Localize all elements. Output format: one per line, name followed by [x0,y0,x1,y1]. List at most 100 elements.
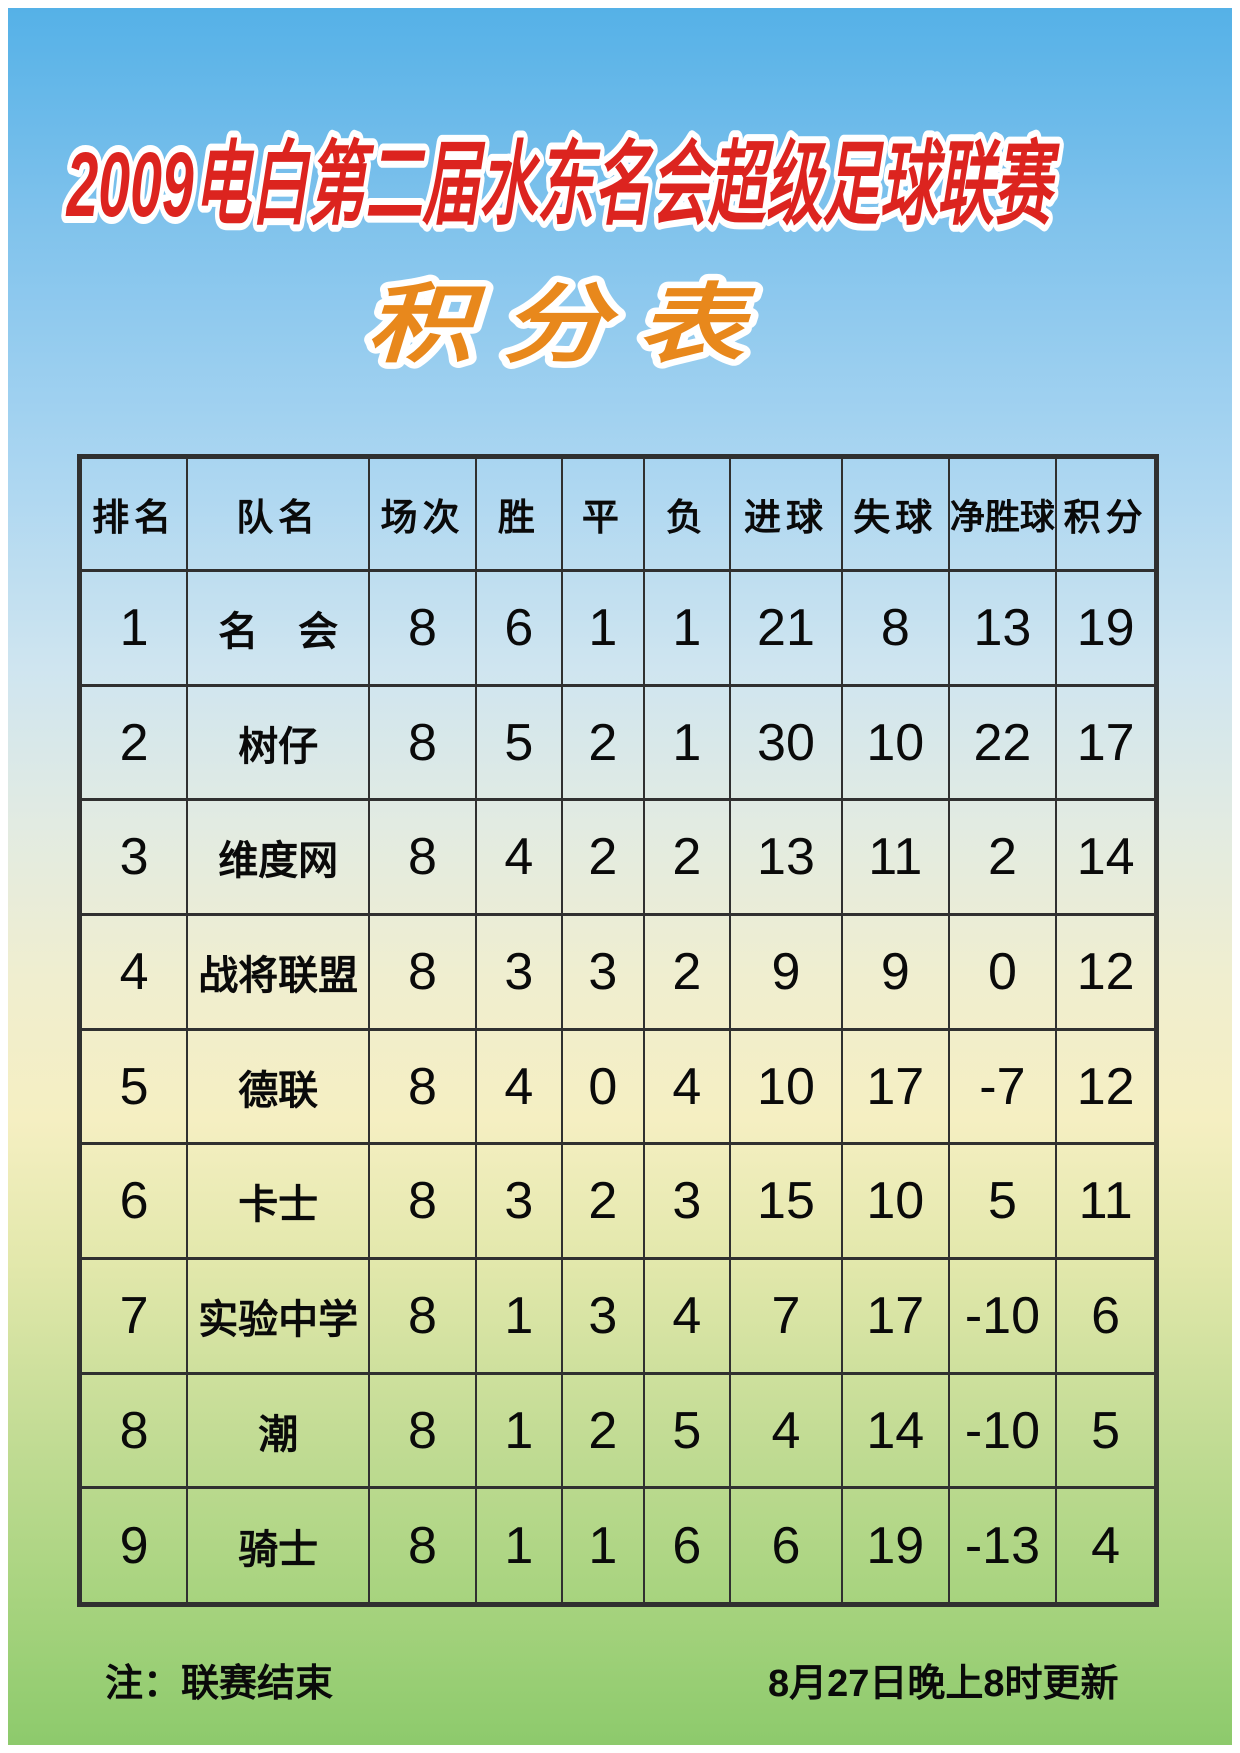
team-name-cell: 潮 [186,1371,371,1490]
stat-cell: 3 [474,913,563,1031]
stat-cell: 5 [947,1142,1058,1261]
team-name-cell: 名 会 [186,569,371,687]
stat-cell: 8 [368,1142,477,1261]
stat-cell: 9 [78,1486,189,1606]
stat-cell: 0 [560,1027,645,1146]
stat-cell: -10 [947,1371,1058,1490]
column-header: 负 [642,455,731,572]
team-name-cell: 维度网 [186,798,371,917]
column-header: 胜 [474,455,563,572]
stat-cell: 1 [474,1257,563,1375]
stat-cell: 3 [474,1142,563,1261]
standings-header: 排名 队名 场次胜平负进球 失球 净胜球 积分 [78,455,1158,572]
team-name-cell: 卡士 [186,1142,371,1261]
table-row: 9 骑士 8 1 1 6 6 19 -13 4 [78,1486,1158,1606]
stat-cell: 4 [474,798,563,917]
stat-cell: 8 [368,1027,477,1146]
stat-cell: 21 [728,569,843,687]
column-header: 积分 [1055,455,1158,572]
stat-cell: -10 [947,1257,1058,1375]
stat-cell: 17 [840,1027,950,1146]
stat-cell: 17 [1055,683,1158,802]
stat-cell: 8 [840,569,950,687]
team-name-cell: 德联 [186,1027,371,1146]
stat-cell: 3 [78,798,189,917]
stat-cell: 4 [642,1027,731,1146]
stat-cell: 1 [642,683,731,802]
table-row: 2 树仔 8 5 2 1 30 10 22 17 [78,683,1158,802]
stat-cell: 1 [560,1486,645,1606]
column-header: 进球 [728,455,843,572]
column-header: 平 [560,455,645,572]
stat-cell: 1 [474,1371,563,1490]
stat-cell: 6 [1055,1257,1158,1375]
stat-cell: 5 [642,1371,731,1490]
stat-cell: 2 [560,1371,645,1490]
stat-cell: 6 [78,1142,189,1261]
stat-cell: 5 [78,1027,189,1146]
stat-cell: 5 [474,683,563,802]
stat-cell: 0 [947,913,1058,1031]
stat-cell: 22 [947,683,1058,802]
stat-cell: 30 [728,683,843,802]
stat-cell: 4 [642,1257,731,1375]
poster-background: 2009电白第二届水东名会超级足球联赛 积 分 表 排名 队名 场次胜平负进球 失球净… [8,8,1232,1745]
poster-title: 2009电白第二届水东名会超级足球联赛 [65,134,1060,236]
stat-cell: 7 [728,1257,843,1375]
team-name-cell: 骑士 [186,1486,371,1606]
stat-cell: 8 [78,1371,189,1490]
stat-cell: 6 [728,1486,843,1606]
stat-cell: 13 [728,798,843,917]
stat-cell: 5 [1055,1371,1158,1490]
stat-cell: 1 [560,569,645,687]
stat-cell: 12 [1055,913,1158,1031]
stat-cell: 10 [840,683,950,802]
stat-cell: -7 [947,1027,1058,1146]
stat-cell: 9 [728,913,843,1031]
stat-cell: 2 [560,798,645,917]
table-row: 8 潮 8 1 2 5 4 14 -10 5 [78,1371,1158,1490]
column-header: 场次 [368,455,477,572]
poster-title-graphic: 2009电白第二届水东名会超级足球联赛 [58,127,1067,243]
team-name-cell: 树仔 [186,683,371,802]
stat-cell: 4 [78,913,189,1031]
stat-cell: 1 [78,569,189,687]
stat-cell: -13 [947,1486,1058,1606]
stat-cell: 19 [840,1486,950,1606]
stat-cell: 6 [474,569,563,687]
stat-cell: 7 [78,1257,189,1375]
stat-cell: 3 [642,1142,731,1261]
stat-cell: 4 [474,1027,563,1146]
column-header: 净胜球 [947,455,1058,572]
stat-cell: 3 [560,913,645,1031]
stat-cell: 2 [947,798,1058,917]
poster-subtitle-graphic: 积 分 表 [360,271,763,380]
stat-cell: 2 [560,1142,645,1261]
team-name-cell: 实验中学 [186,1257,371,1375]
stat-cell: 15 [728,1142,843,1261]
stat-cell: 19 [1055,569,1158,687]
stat-cell: 2 [560,683,645,802]
league-status-note: 注：联赛结束 [105,1663,334,1705]
stat-cell: 13 [947,569,1058,687]
stat-cell: 11 [1055,1142,1158,1261]
update-timestamp: 8月27日晚上8时更新 [768,1663,1119,1705]
stat-cell: 9 [840,913,950,1031]
stat-cell: 2 [642,798,731,917]
stat-cell: 8 [368,1371,477,1490]
stat-cell: 14 [1055,798,1158,917]
stat-cell: 14 [840,1371,950,1490]
stat-cell: 2 [78,683,189,802]
stat-cell: 11 [840,798,950,917]
column-header: 排名 [78,455,189,572]
column-header: 失球 [840,455,950,572]
stat-cell: 4 [728,1371,843,1490]
table-row: 7 实验中学 8 1 3 4 7 17 -10 6 [78,1257,1158,1375]
stat-cell: 17 [840,1257,950,1375]
table-row: 5 德联 8 4 0 4 10 17 -7 12 [78,1027,1158,1146]
stat-cell: 3 [560,1257,645,1375]
